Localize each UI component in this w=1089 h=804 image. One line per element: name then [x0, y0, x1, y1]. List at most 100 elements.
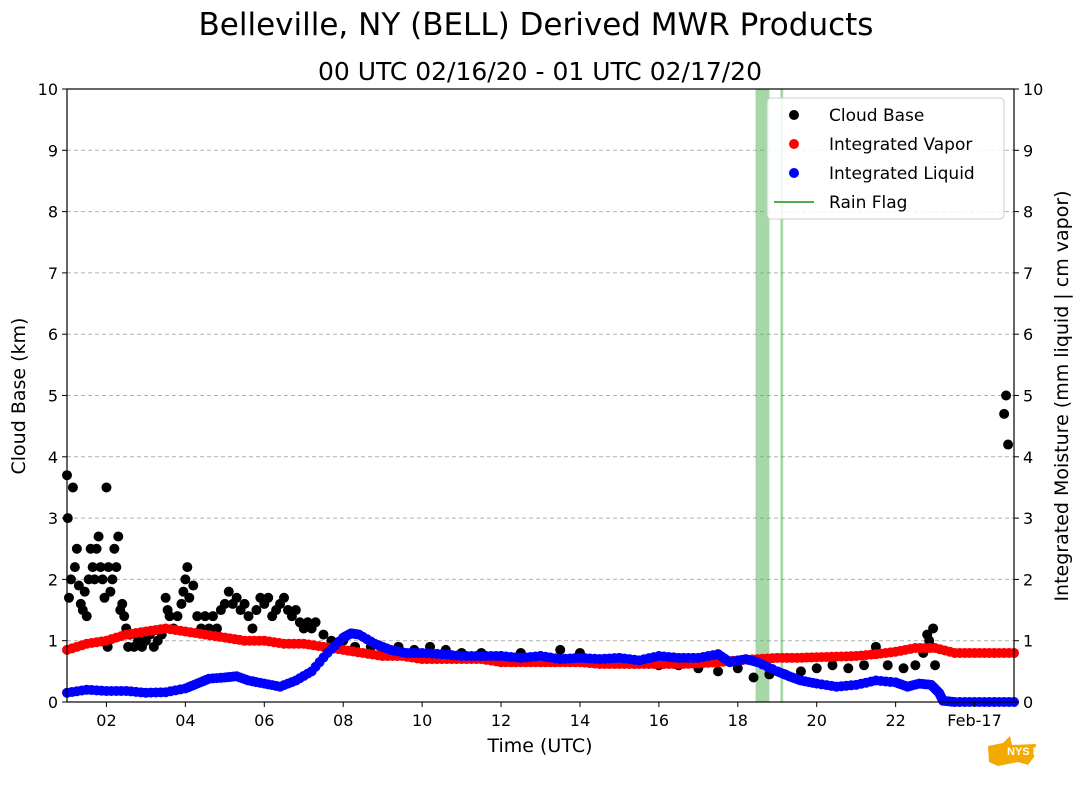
data-point: [103, 562, 114, 573]
y-axis-right: 0 1 2 3 4 5 6 7 8 9 10: [1014, 80, 1043, 712]
integrated-liquid-series: [62, 628, 1019, 707]
ny-state-shape: [988, 736, 1036, 766]
data-point: [184, 592, 195, 603]
y-tick-label-right: 2: [1023, 570, 1033, 589]
data-point: [898, 663, 909, 674]
data-point: [113, 531, 124, 542]
y-tick-label-left: 2: [48, 570, 58, 589]
data-point: [79, 586, 90, 597]
data-point: [172, 611, 183, 622]
data-point: [119, 611, 130, 622]
legend: Cloud Base Integrated Vapor Integrated Liq…: [766, 97, 1005, 220]
x-tick-label: 10: [412, 711, 432, 730]
data-point: [713, 666, 724, 677]
y-tick-label-right: 6: [1023, 325, 1033, 344]
legend-label: Cloud Base: [829, 106, 924, 126]
data-point: [1003, 439, 1014, 450]
data-marks: [62, 390, 1019, 707]
data-point: [207, 611, 218, 622]
legend-marker: [789, 168, 799, 178]
data-point: [81, 611, 92, 622]
y-tick-label-left: 9: [48, 141, 58, 160]
chart-title: Belleville, NY (BELL) Derived MWR Produc…: [199, 7, 874, 43]
data-point: [67, 482, 78, 493]
data-point: [101, 482, 112, 493]
data-point: [69, 562, 80, 573]
x-tick-label: 04: [175, 711, 195, 730]
x-axis-label: Time (UTC): [486, 735, 592, 757]
data-point: [795, 666, 806, 677]
legend-label: Integrated Liquid: [829, 164, 975, 184]
data-point: [176, 598, 187, 609]
data-point: [247, 623, 258, 634]
data-point: [105, 586, 116, 597]
data-point: [239, 598, 250, 609]
data-point: [910, 660, 921, 671]
y-axis-right-label: Integrated Moisture (mm liquid | cm vapo…: [1051, 190, 1073, 601]
data-point: [318, 629, 329, 640]
y-tick-label-right: 9: [1023, 141, 1033, 160]
legend-label: Integrated Vapor: [829, 135, 972, 155]
data-point: [107, 574, 118, 585]
data-point: [63, 592, 74, 603]
data-point: [111, 562, 122, 573]
y-tick-label-right: 3: [1023, 509, 1033, 528]
y-tick-label-right: 5: [1023, 387, 1033, 406]
x-tick-label: 06: [254, 711, 274, 730]
rain-flag-span: [780, 89, 784, 702]
y-tick-label-right: 8: [1023, 203, 1033, 222]
legend-label: Rain Flag: [829, 193, 907, 213]
rain-flag-span: [755, 89, 770, 702]
data-point: [188, 580, 199, 591]
nys-mesonet-logo: NYS Mesonet: [988, 736, 1078, 766]
data-point: [164, 611, 175, 622]
data-point: [1001, 390, 1012, 401]
y-tick-label-left: 1: [48, 632, 58, 651]
chart-subtitle: 00 UTC 02/16/20 - 01 UTC 02/17/20: [318, 57, 762, 86]
x-tick-label: 14: [570, 711, 590, 730]
data-point: [843, 663, 854, 674]
x-tick-label: 22: [885, 711, 905, 730]
data-point: [930, 660, 941, 671]
logo-text: NYS Mesonet: [1007, 746, 1078, 758]
y-axis-left-label: Cloud Base (km): [8, 318, 30, 475]
data-point: [65, 574, 76, 585]
data-point: [310, 617, 321, 628]
legend-marker: [789, 110, 799, 120]
data-point: [231, 592, 242, 603]
data-point: [62, 513, 73, 524]
data-point: [290, 605, 301, 616]
data-point: [263, 592, 274, 603]
data-point: [87, 562, 98, 573]
data-point: [211, 623, 222, 634]
data-point: [748, 672, 759, 683]
data-point: [223, 586, 234, 597]
data-point: [109, 543, 120, 554]
y-tick-label-left: 8: [48, 203, 58, 222]
data-point: [219, 598, 230, 609]
data-point: [928, 623, 939, 634]
rain-flag-spans: [755, 89, 784, 702]
data-point: [180, 574, 191, 585]
x-tick-label: 12: [491, 711, 511, 730]
x-tick-label: 08: [333, 711, 353, 730]
y-tick-label-left: 7: [48, 264, 58, 283]
data-point: [251, 605, 262, 616]
y-tick-label-left: 6: [48, 325, 58, 344]
legend-box: [766, 97, 1005, 220]
y-tick-label-right: 0: [1023, 693, 1033, 712]
data-point: [117, 598, 128, 609]
y-tick-label-left: 10: [38, 80, 58, 99]
y-tick-label-right: 7: [1023, 264, 1033, 283]
data-point: [89, 574, 100, 585]
y-tick-label-right: 1: [1023, 632, 1033, 651]
legend-marker: [789, 139, 799, 149]
y-tick-label-left: 3: [48, 509, 58, 528]
y-tick-label-right: 10: [1023, 80, 1043, 99]
data-point: [182, 562, 193, 573]
data-point: [160, 592, 171, 603]
data-point: [827, 660, 838, 671]
data-point: [95, 562, 106, 573]
data-point: [71, 543, 82, 554]
